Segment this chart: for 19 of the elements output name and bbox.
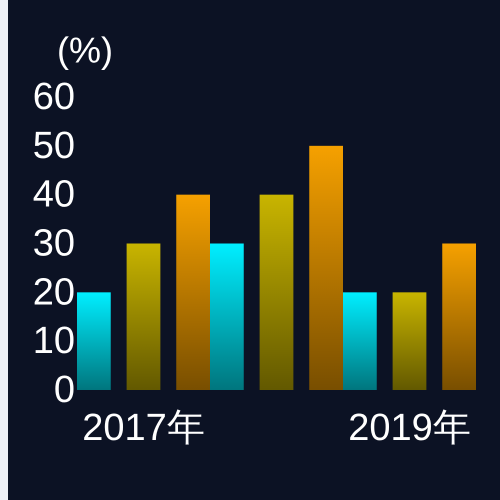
- bar: [77, 292, 111, 390]
- y-axis-title: (%): [57, 30, 113, 70]
- bar: [309, 146, 343, 390]
- x-tick-label: 2019年: [348, 407, 471, 449]
- y-tick-label: 10: [32, 320, 75, 362]
- bar: [343, 292, 377, 390]
- bar: [260, 194, 294, 390]
- bar: [392, 292, 426, 390]
- y-tick-label: 30: [32, 222, 75, 264]
- x-tick-label: 2017年: [82, 407, 205, 449]
- y-tick-label: 20: [32, 271, 75, 314]
- bar: [442, 244, 476, 390]
- bar: [126, 244, 160, 390]
- bar: [210, 244, 244, 390]
- y-tick-label: 60: [32, 76, 75, 118]
- y-tick-label: 40: [32, 174, 75, 216]
- y-tick-label: 50: [32, 124, 75, 167]
- y-tick-label: 0: [54, 369, 75, 411]
- bar: [176, 194, 210, 390]
